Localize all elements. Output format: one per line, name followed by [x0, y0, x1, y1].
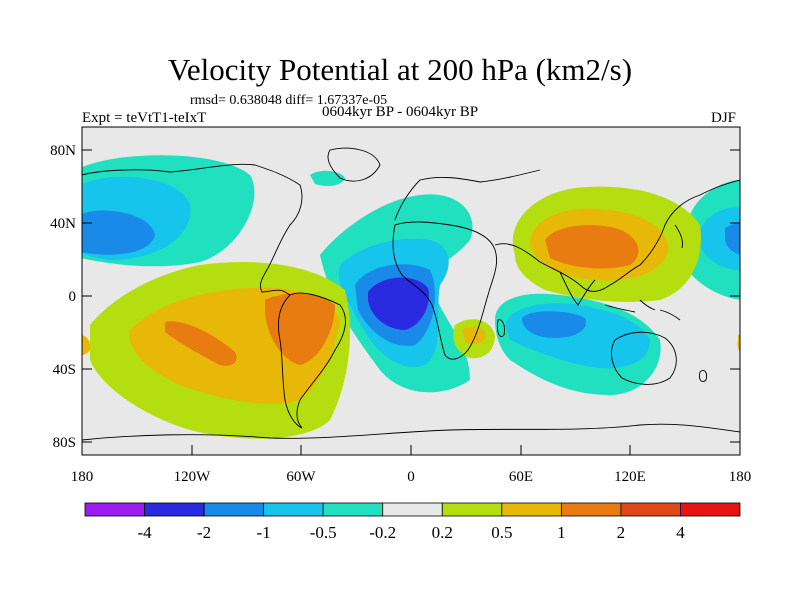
colorbar-swatch: [84, 502, 145, 517]
contour-atl-darkblue: [368, 277, 429, 330]
colorbar-swatch: [620, 502, 681, 517]
colorbar-label: 2: [617, 523, 626, 542]
greenland-coast: [327, 147, 381, 182]
india-coast: [559, 271, 596, 306]
south-america-coast: [278, 292, 346, 429]
contour-sam-orange-e: [265, 293, 335, 365]
colorbar-label: 1: [557, 523, 566, 542]
lon-labels: 180 120W 60W 0 60E 120E 180: [71, 469, 752, 485]
colorbar-swatch: [322, 502, 384, 517]
lat-label: 40S: [53, 362, 76, 378]
asia-coast: [494, 179, 740, 292]
africa-coast: [392, 221, 498, 360]
contour-npac-blue: [82, 210, 155, 255]
contour-field: [82, 127, 740, 455]
contour-west-edge-gold: [82, 335, 91, 356]
new-zealand-coast: [699, 369, 707, 383]
season-label: DJF: [711, 110, 737, 126]
colorbar-label: -1: [257, 523, 271, 542]
lon-label: 60E: [509, 469, 533, 485]
contour-east-edge-gold: [737, 333, 740, 353]
lon-label: 120W: [174, 469, 212, 485]
colorbar-label: -2: [197, 523, 211, 542]
contour-io-blue: [522, 311, 586, 338]
colorbar-swatch: [382, 502, 443, 517]
lon-label: 60W: [286, 469, 316, 485]
contour-asia-orange: [545, 225, 639, 269]
lon-label: 0: [407, 469, 415, 485]
madagascar-coast: [497, 319, 505, 338]
colorbar-label: -0.5: [310, 523, 337, 542]
lon-label: 180: [71, 469, 94, 485]
lat-label: 40N: [50, 216, 76, 232]
australia-coast: [611, 331, 677, 385]
colorbar-swatch: [441, 502, 503, 517]
indonesia-coast: [604, 299, 681, 321]
experiment-label: Expt = teVtT1-teIxT: [82, 110, 207, 126]
lat-ticks: [82, 149, 740, 443]
colorbar-label: -0.2: [369, 523, 396, 542]
colorbar-swatch: [263, 502, 324, 517]
plot-title: Velocity Potential at 200 hPa (km2/s): [167, 52, 633, 87]
colorbar-label: 4: [676, 523, 685, 542]
europe-coast: [394, 169, 541, 221]
colorbar-label: -4: [137, 523, 152, 542]
coastlines: [82, 147, 740, 441]
contour-sam-orange-w: [165, 321, 237, 366]
lon-ticks: [81, 445, 741, 455]
lat-label: 80S: [53, 435, 76, 451]
lat-label: 0: [69, 289, 77, 305]
colorbar-swatch: [560, 502, 622, 517]
colorbar-swatch: [144, 502, 205, 517]
period-label: 0604kyr BP - 0604kyr BP: [321, 104, 479, 120]
north-america-coast: [82, 163, 303, 296]
colorbar-label: 0.2: [432, 523, 453, 542]
antarctica-coast: [82, 423, 740, 441]
colorbar-swatch: [203, 502, 265, 517]
colorbar-swatch: [501, 502, 562, 517]
colorbar-label: 0.5: [491, 523, 512, 542]
stats-text: rmsd= 0.638048 diff= 1.67337e-05: [190, 93, 388, 108]
lon-label: 180: [729, 469, 752, 485]
lat-label: 80N: [50, 143, 76, 159]
contour-safrica-gold: [462, 326, 486, 344]
colorbar-swatch: [680, 502, 741, 517]
lon-label: 120E: [614, 469, 646, 485]
japan-coast: [674, 224, 683, 249]
lat-labels: 80N 40N 0 40S 80S: [50, 143, 76, 451]
colorbar: -4 -2 -1 -0.5 -0.2 0.2 0.5 1 2 4: [84, 502, 741, 542]
contour-epac-blue: [725, 222, 740, 255]
